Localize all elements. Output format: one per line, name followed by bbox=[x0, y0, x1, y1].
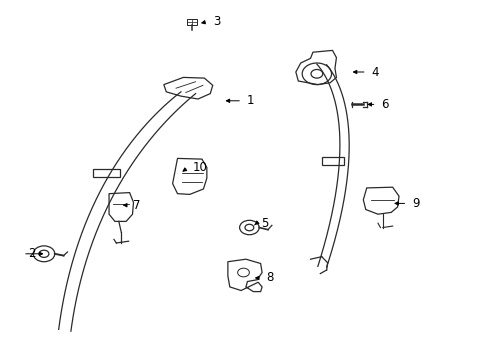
Text: 2: 2 bbox=[28, 247, 35, 260]
Text: 9: 9 bbox=[411, 197, 419, 210]
Text: 4: 4 bbox=[371, 66, 378, 78]
Bar bbox=[187, 19, 197, 25]
Text: 6: 6 bbox=[381, 98, 388, 111]
Text: 10: 10 bbox=[193, 161, 207, 174]
Bar bbox=[93, 169, 120, 177]
Text: 1: 1 bbox=[246, 94, 254, 107]
Text: 3: 3 bbox=[212, 15, 220, 28]
Text: 5: 5 bbox=[261, 217, 268, 230]
Bar bbox=[321, 157, 343, 165]
Text: 7: 7 bbox=[133, 199, 141, 212]
Text: 8: 8 bbox=[266, 271, 273, 284]
